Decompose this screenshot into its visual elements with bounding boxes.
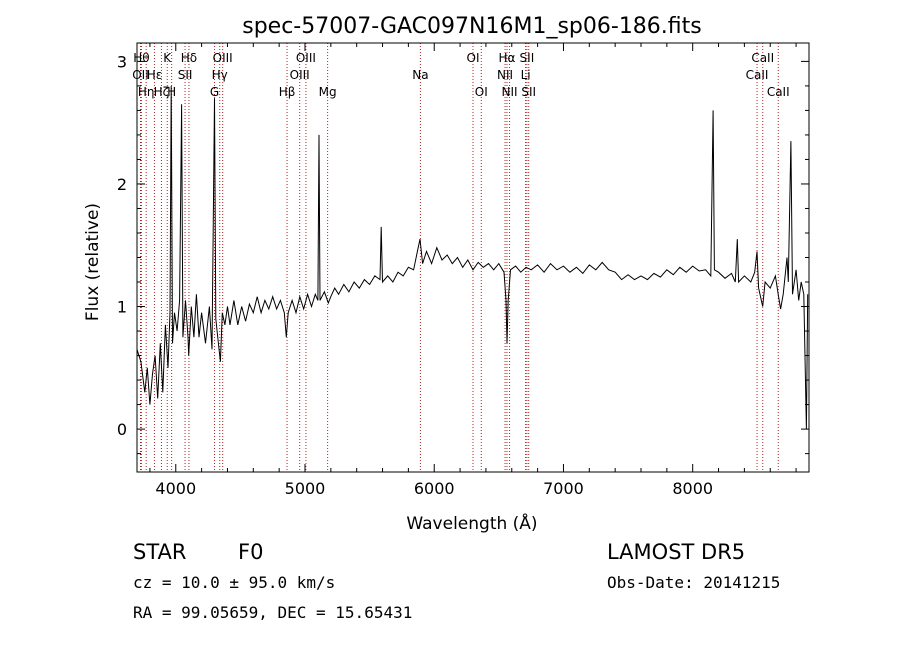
line-label: Hβ (279, 85, 296, 99)
y-axis-label: Flux (relative) (83, 203, 103, 321)
line-label: SII (521, 85, 536, 99)
x-axis-label: Wavelength (Å) (406, 512, 537, 534)
line-label: Hδ (181, 51, 197, 65)
survey-label: LAMOST DR5 (607, 540, 746, 564)
chart-title: spec-57007-GAC097N16M1_sp06-186.fits (242, 14, 702, 39)
x-tick-label: 8000 (672, 479, 713, 498)
line-label: OII (132, 68, 149, 82)
line-label: Hγ (212, 68, 228, 82)
line-label: CaII (751, 51, 774, 65)
x-tick-label: 7000 (543, 479, 584, 498)
object-subclass: F0 (238, 540, 264, 564)
line-label: Hα (499, 51, 516, 65)
line-label: OIII (290, 68, 310, 82)
line-label: Hθ (133, 51, 149, 65)
x-tick-label: 4000 (155, 479, 196, 498)
y-tick-label: 2 (117, 175, 127, 194)
line-label: NII (502, 85, 518, 99)
redshift-readout: cz = 10.0 ± 95.0 km/s (133, 573, 336, 592)
plot-frame (136, 42, 810, 473)
coordinates-readout: RA = 99.05659, DEC = 15.65431 (133, 603, 413, 622)
line-label: Hζ (154, 85, 170, 99)
line-labels: HθOIIHηHεHζKHSIIHδGHγOIIIHβOIIIOIIIMgNaO… (132, 51, 789, 99)
line-label: Na (412, 68, 428, 82)
line-label: OI (467, 51, 480, 65)
line-markers (139, 43, 779, 472)
x-tick-label: 6000 (414, 479, 455, 498)
line-label: G (210, 85, 219, 99)
y-tick-label: 1 (117, 298, 127, 317)
line-label: Mg (319, 85, 337, 99)
axis-ticks: 4000 5000 6000 7000 8000 0 1 2 3 (117, 43, 809, 498)
line-label: K (163, 51, 172, 65)
y-tick-label: 3 (117, 52, 127, 71)
x-tick-label: 5000 (285, 479, 326, 498)
line-label: CaII (746, 68, 769, 82)
line-label: SII (520, 51, 535, 65)
line-label: OI (475, 85, 488, 99)
line-label: SII (178, 68, 193, 82)
line-label: OIII (213, 51, 233, 65)
line-label: CaII (767, 85, 790, 99)
line-label: NII (497, 68, 513, 82)
line-label: Hη (138, 85, 155, 99)
y-tick-label: 0 (117, 420, 127, 439)
line-label: Li (521, 68, 531, 82)
line-label: OIII (296, 51, 316, 65)
observation-date: Obs-Date: 20141215 (607, 573, 781, 592)
object-class: STAR (133, 540, 187, 564)
line-label: Hε (147, 68, 163, 82)
spectrum-line (136, 85, 809, 430)
